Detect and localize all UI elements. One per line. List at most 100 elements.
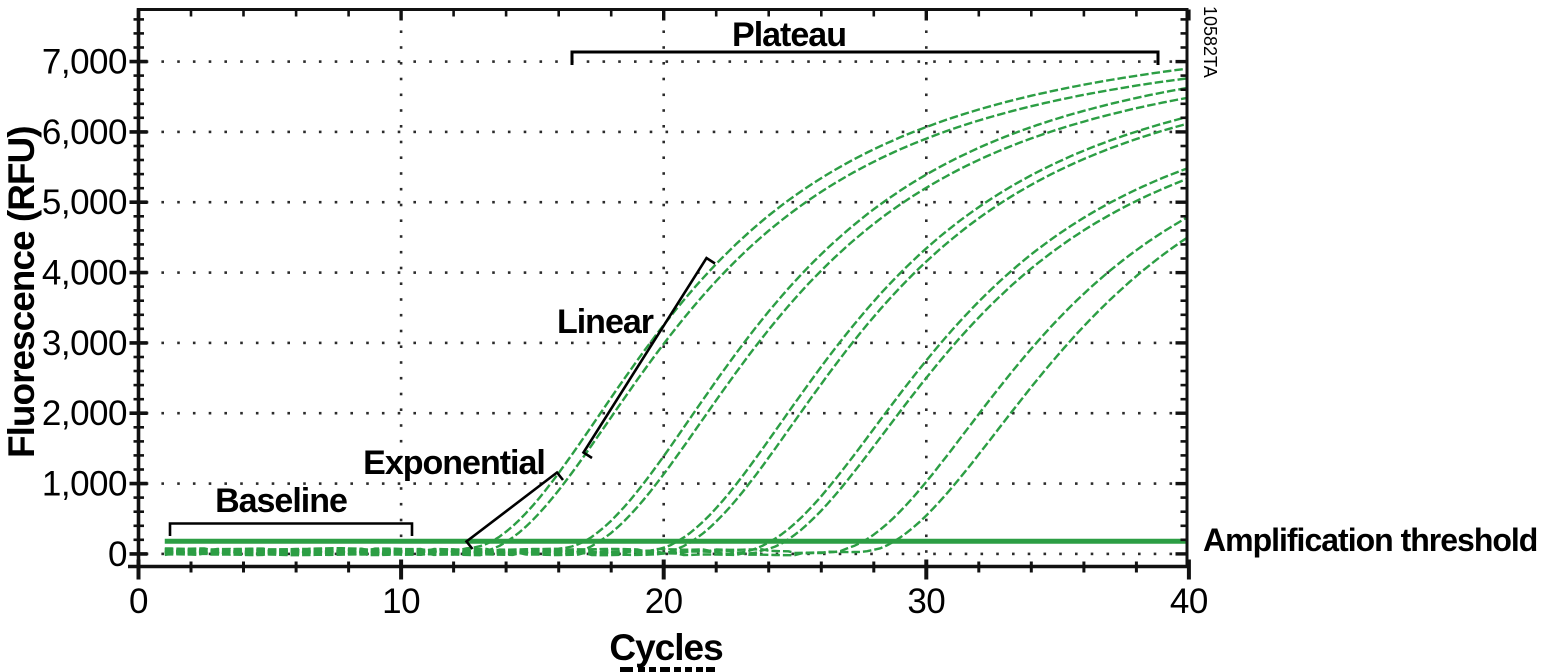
grid-dot xyxy=(586,411,590,415)
grid-dot xyxy=(1153,411,1157,415)
grid-dot xyxy=(399,62,403,65)
grid-dot xyxy=(161,341,164,345)
grid-dot xyxy=(618,271,621,274)
grid-dot xyxy=(444,60,448,63)
grid-dot xyxy=(838,411,842,415)
grid-dot xyxy=(807,200,810,204)
grid-dot xyxy=(949,482,952,485)
grid-dot xyxy=(925,250,928,254)
grid-dot xyxy=(925,455,928,459)
y-tick-label: 3,000 xyxy=(42,324,127,363)
grid-dot xyxy=(1012,552,1015,556)
grid-dot xyxy=(303,200,306,204)
grid-dot xyxy=(662,487,665,490)
grid-dot xyxy=(303,60,306,63)
y-tick-label: 0 xyxy=(108,535,127,574)
grid-dot xyxy=(1075,552,1078,556)
grid-dot xyxy=(925,30,928,33)
grid-dot xyxy=(1075,60,1078,63)
grid-dot xyxy=(662,172,665,175)
grid-dot xyxy=(397,60,401,63)
grid-dot xyxy=(586,482,590,485)
grid-dot xyxy=(1153,200,1157,204)
grid-dot xyxy=(602,482,606,485)
grid-dot xyxy=(980,60,984,63)
grid-dot xyxy=(618,60,621,63)
grid-dot xyxy=(823,411,826,415)
grid-dot xyxy=(662,77,665,81)
grid-dot xyxy=(712,130,716,134)
grid-dot xyxy=(791,200,795,204)
grid-dot xyxy=(492,482,495,485)
grid-dot xyxy=(775,341,779,345)
grid-dot xyxy=(523,482,527,485)
grid-dot xyxy=(823,552,826,556)
grid-dot xyxy=(1043,482,1047,485)
grid-dot xyxy=(1090,130,1094,134)
grid-dot xyxy=(571,341,574,345)
grid-dot xyxy=(886,482,889,485)
grid-dot xyxy=(649,271,653,274)
grid-dot xyxy=(662,93,665,97)
grid-dot xyxy=(571,271,574,274)
grid-dot xyxy=(980,552,984,556)
grid-dot xyxy=(413,200,416,204)
grid-dot xyxy=(586,271,590,274)
grid-dot xyxy=(177,60,180,63)
grid-dot xyxy=(838,552,842,556)
grid-dot xyxy=(539,271,543,274)
grid-dot xyxy=(255,411,259,415)
grid-dot xyxy=(192,200,196,204)
grid-dot xyxy=(539,552,543,556)
grid-dot xyxy=(1012,60,1015,63)
grid-dot xyxy=(964,271,968,274)
grid-dot xyxy=(399,172,403,175)
grid-dot xyxy=(287,271,290,274)
grid-dot xyxy=(925,62,928,65)
grid-dot xyxy=(662,329,665,333)
grid-dot xyxy=(1106,482,1110,485)
grid-dot xyxy=(397,482,401,485)
grid-dot xyxy=(870,271,873,274)
grid-dot xyxy=(224,482,227,485)
grid-dot xyxy=(1090,411,1094,415)
grid-dot xyxy=(901,271,905,274)
linear-bracket xyxy=(581,256,716,460)
grid-dot xyxy=(775,200,779,204)
grid-dot xyxy=(712,200,716,204)
y-tick-label: 4,000 xyxy=(42,254,127,293)
grid-dot xyxy=(1122,130,1125,134)
grid-dot xyxy=(161,552,164,556)
grid-dot xyxy=(662,424,665,427)
grid-dot xyxy=(1106,552,1110,556)
amplification-curve xyxy=(164,216,1187,555)
grid-dot xyxy=(399,140,403,144)
grid-dot xyxy=(1090,341,1094,345)
grid-dot xyxy=(303,341,306,345)
grid-dot xyxy=(602,411,606,415)
linear-label: Linear xyxy=(557,303,654,341)
grid-dot xyxy=(662,109,665,112)
grid-dot xyxy=(460,341,464,345)
grid-dot xyxy=(1059,271,1062,274)
grid-dot xyxy=(807,341,810,345)
grid-dot xyxy=(271,341,275,345)
grid-dot xyxy=(712,411,716,415)
y-axis-title: Fluorescence (RFU) xyxy=(1,126,42,458)
grid-dot xyxy=(744,482,747,485)
grid-dot xyxy=(996,552,999,556)
grid-dot xyxy=(925,424,928,427)
grid-dot xyxy=(1027,341,1031,345)
grid-dot xyxy=(925,266,928,270)
grid-dot xyxy=(350,60,353,63)
grid-dot xyxy=(1138,60,1141,63)
grid-dot xyxy=(287,200,290,204)
grid-dot xyxy=(925,439,928,443)
grid-dot xyxy=(192,60,196,63)
grid-dot xyxy=(192,271,196,274)
grid-dot xyxy=(397,200,401,204)
amplification-curve xyxy=(164,86,1187,554)
grid-dot xyxy=(381,200,385,204)
grid-dot xyxy=(460,482,464,485)
grid-dot xyxy=(1138,200,1141,204)
